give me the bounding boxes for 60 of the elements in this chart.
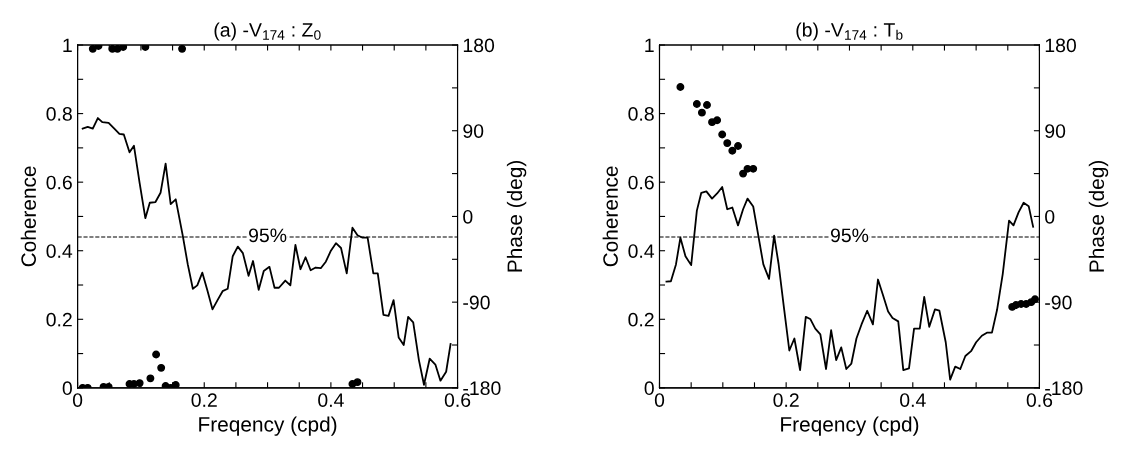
y2-tick-label: -180 <box>1045 381 1083 396</box>
y2-tick-label: -90 <box>1045 295 1072 310</box>
y-tick-label: 0.2 <box>628 312 654 327</box>
x-axis-title: Freqency (cpd) <box>781 416 919 436</box>
x-tick-label: 0 <box>654 393 665 408</box>
point <box>728 146 737 155</box>
y-tick-label: 0.6 <box>628 175 654 190</box>
y2-tick-label: -180 <box>463 381 501 396</box>
point <box>703 101 711 109</box>
point <box>676 82 685 91</box>
point <box>171 381 180 388</box>
chart-title: (b) -V$_{174}$ : T$_{b}$ <box>796 22 903 41</box>
y2-tick-label: 90 <box>1045 124 1066 138</box>
y-tick-label: 1 <box>645 38 654 53</box>
point <box>713 116 722 125</box>
point <box>739 169 748 178</box>
point <box>157 363 166 372</box>
annotation: 95% <box>249 228 287 243</box>
point <box>135 379 144 388</box>
point <box>697 108 706 117</box>
y-tick-label: 0.8 <box>46 107 72 121</box>
y-tick-label: 0.2 <box>46 312 72 327</box>
y-tick-label: 1 <box>63 38 72 53</box>
y-tick-label: 0.4 <box>46 244 73 258</box>
point <box>1031 295 1039 304</box>
y-tick-label: 0 <box>644 381 654 396</box>
y2-axis-title: Phase (deg) <box>1088 160 1109 272</box>
point <box>718 130 727 139</box>
y2-tick-label: 0 <box>463 209 473 224</box>
x-axis-title: Freqency (cpd) <box>199 416 337 436</box>
point <box>152 350 161 359</box>
annotation: 95% <box>830 228 869 243</box>
y2-tick-label: 180 <box>463 38 495 53</box>
x-tick-label: 0.4 <box>318 393 344 408</box>
y-axis-title: Coherence <box>20 166 37 267</box>
point <box>146 374 155 383</box>
x-tick-label: 0.6 <box>444 393 471 408</box>
y-tick-label: 0.6 <box>46 175 72 190</box>
point <box>88 45 97 53</box>
y-tick-label: 0.4 <box>628 244 655 258</box>
y-tick-label: 0.8 <box>628 107 654 121</box>
y2-axis-title: Phase (deg) <box>506 160 527 272</box>
y-tick-label: 0 <box>62 381 72 396</box>
x-tick-label: 0.6 <box>1026 393 1053 408</box>
chart-title: (a) -V$_{174}$ : Z$_{0}$ <box>214 22 321 41</box>
x-tick-label: 0 <box>72 393 83 408</box>
y2-tick-label: 90 <box>463 124 484 138</box>
y2-tick-label: 180 <box>1045 38 1076 53</box>
y-axis-title: Coherence <box>602 166 618 267</box>
x-tick-label: 0.2 <box>773 393 799 408</box>
y2-tick-label: -90 <box>463 295 490 310</box>
point <box>723 139 732 148</box>
x-tick-label: 0.4 <box>900 393 926 408</box>
point <box>178 45 187 53</box>
point <box>749 164 758 173</box>
point <box>734 142 742 150</box>
point <box>353 378 362 387</box>
x-tick-label: 0.2 <box>191 393 217 408</box>
point <box>692 100 701 109</box>
y2-tick-label: 0 <box>1045 209 1055 224</box>
